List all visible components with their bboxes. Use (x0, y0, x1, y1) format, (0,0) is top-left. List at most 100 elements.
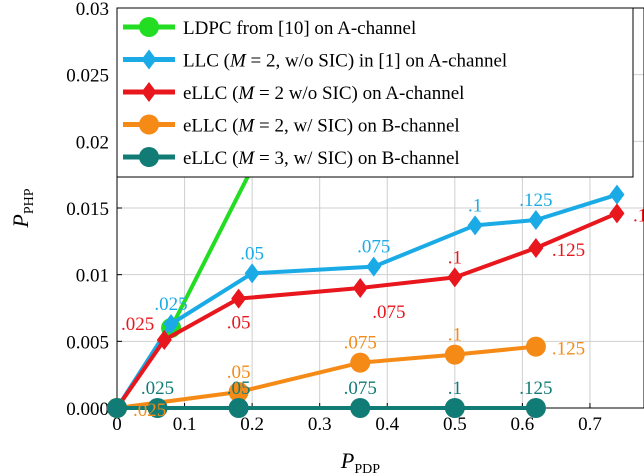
series-4-point-3 (350, 398, 371, 418)
series-1-point-1 (163, 314, 179, 334)
series-1-data-label-1: .025 (154, 294, 187, 315)
y-tick-label-6: 0.03 (76, 0, 109, 20)
series-1-point-3 (366, 256, 382, 277)
series-1-point-4 (467, 215, 483, 236)
y-axis-label: PPHP (8, 188, 37, 228)
series-4-point-0 (107, 398, 127, 418)
legend-label-1-prefix: LLC ( (183, 51, 230, 72)
x-tick-label-3: 0.3 (308, 414, 332, 435)
legend-label-2: eLLC (M = 2 w/o SIC) on A-channel (183, 83, 464, 104)
legend-label-4: eLLC (M = 3, w/ SIC) on B-channel (183, 148, 460, 169)
series-2-data-label-5: .125 (552, 240, 585, 261)
series-2-data-label-1: .025 (121, 314, 154, 335)
series-3-data-label-2: .075 (344, 333, 377, 354)
series-2-point-4 (447, 267, 463, 288)
legend-swatch-marker-3 (139, 114, 159, 135)
series-4-point-2 (228, 398, 249, 418)
y-tick-label-4: 0.02 (76, 132, 109, 153)
legend-label-2-rest: = 2 w/o SIC) on A-channel (254, 83, 464, 104)
series-4 (107, 398, 546, 418)
series-3-line (116, 344, 537, 410)
y-tick-label-2: 0.01 (76, 266, 109, 287)
series-1-data-label-5: .125 (519, 190, 552, 211)
series-2-data-label-6: .15 (633, 205, 644, 226)
x-tick-label-1: 0.1 (173, 414, 197, 435)
legend-swatch-marker-1 (141, 49, 157, 70)
series-1-line (115, 192, 618, 410)
series-4-point-5 (525, 398, 546, 418)
series-1-data-label-4: .1 (468, 195, 482, 216)
legend-swatch-marker-2 (141, 82, 157, 102)
x-axis-label: PPDP (340, 448, 380, 474)
x-tick-label-5: 0.5 (443, 414, 467, 435)
legend-label-3: eLLC (M = 2, w/ SIC) on B-channel (183, 116, 460, 137)
x-axis-label-main: P (340, 448, 354, 473)
series-3-point-3 (444, 344, 465, 365)
legend-label-1-rest: = 2, w/o SIC) in [1] on A-channel (246, 51, 507, 72)
legend-swatch-marker-0 (139, 17, 159, 37)
axis-ticks: 0 0.1 0.2 0.3 0.4 0.5 0.6 0.7 0.000 0.005 0.01 0.01… (66, 0, 602, 435)
x-tick-label-0: 0 (112, 414, 122, 435)
legend-label-2-var: M (237, 83, 255, 104)
series-4-data-label-2: .05 (227, 378, 251, 399)
legend-label-3-prefix: eLLC ( (183, 116, 238, 137)
legend-label-4-rest: = 3, w/ SIC) on B-channel (254, 148, 459, 169)
series-2-point-3 (352, 278, 368, 298)
series-1-point-2 (244, 263, 260, 284)
series-4-point-1 (147, 398, 168, 418)
x-tick-label-4: 0.4 (375, 414, 399, 435)
legend-entry-3: eLLC (M = 2, w/ SIC) on B-channel (123, 114, 460, 137)
y-tick-label-5: 0.025 (66, 66, 109, 87)
legend-entry-1: LLC (M = 2, w/o SIC) in [1] on A-channel (123, 49, 507, 72)
series-4-data-label-3: .075 (344, 378, 377, 399)
data-labels-layer: .025 .05 .075 .1 .125 .025 .05 .075 .1 .125 .15 .02… (121, 190, 644, 421)
series-1-data-label-2: .05 (240, 243, 264, 264)
axis-titles: PPDP PPHP (8, 188, 380, 474)
series-2-point-5 (528, 238, 544, 258)
legend-label-2-prefix: eLLC ( (183, 83, 238, 104)
legend-label-0-prefix: LDPC from [10] on A-channel (183, 18, 416, 39)
legend-box (116, 7, 634, 178)
legend-label-1-var: M (229, 51, 247, 72)
legend-entry-0: LDPC from [10] on A-channel (123, 17, 416, 39)
series-1-point-5 (528, 210, 544, 230)
series-4-data-label-1: .025 (141, 378, 174, 399)
legend-label-3-var: M (237, 116, 255, 137)
series-1-data-label-3: .075 (357, 237, 390, 258)
legend-label-0: LDPC from [10] on A-channel (183, 18, 416, 39)
legend-label-1: LLC (M = 2, w/o SIC) in [1] on A-channel (183, 51, 507, 72)
series-2-point-2 (231, 288, 247, 309)
series-3-point-2 (350, 352, 371, 373)
x-tick-label-7: 0.7 (578, 414, 602, 435)
series-1-point-6 (609, 184, 625, 205)
legend-label-4-var: M (237, 148, 255, 169)
legend-label-3-rest: = 2, w/ SIC) on B-channel (254, 116, 459, 137)
series-3-data-label-3: .1 (448, 325, 462, 346)
x-tick-label-2: 0.2 (240, 414, 264, 435)
series-2-point-6 (609, 203, 625, 224)
y-axis-label-main: P (8, 214, 33, 228)
series-2-data-label-2: .05 (227, 313, 251, 334)
legend-entry-4: eLLC (M = 3, w/ SIC) on B-channel (123, 147, 460, 169)
series-3-data-label-1: .05 (227, 362, 251, 383)
y-tick-label-1: 0.005 (66, 332, 109, 353)
series-2-data-label-4: .1 (448, 247, 462, 268)
legend-swatch-marker-4 (139, 147, 159, 167)
series-3-point-4 (525, 336, 546, 357)
series-4-data-label-5: .125 (519, 378, 552, 399)
y-axis-label-sub: PHP (22, 188, 37, 214)
series-3-data-label-0: .025 (133, 400, 166, 421)
legend-label-4-prefix: eLLC ( (183, 148, 238, 169)
x-tick-label-6: 0.6 (511, 414, 535, 435)
series-4-data-label-4: .1 (448, 378, 462, 399)
y-tick-label-0: 0.000 (66, 399, 109, 420)
legend-entry-2: eLLC (M = 2 w/o SIC) on A-channel (123, 82, 464, 104)
series-4-point-4 (444, 398, 465, 418)
series-3-point-1 (228, 382, 249, 402)
series-3-data-label-4: .125 (552, 339, 585, 360)
series-1 (109, 184, 625, 418)
y-tick-label-3: 0.015 (66, 199, 109, 220)
series-2-point-1 (156, 330, 172, 350)
